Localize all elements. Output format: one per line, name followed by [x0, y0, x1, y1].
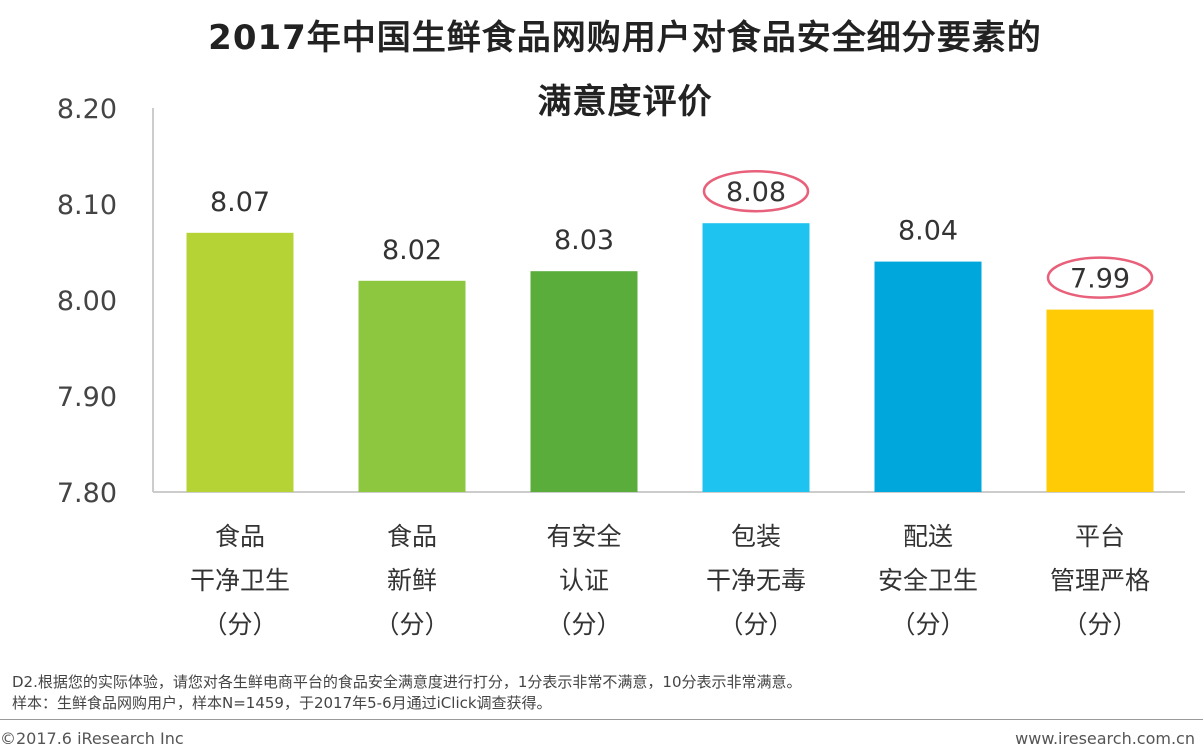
x-category-label: 包装: [731, 522, 781, 551]
y-tick-label: 7.90: [57, 382, 117, 413]
copyright: ©2017.6 iResearch Inc: [0, 729, 184, 748]
footer-divider: [0, 719, 1203, 720]
x-category-label: 配送: [903, 522, 953, 551]
x-category-label: （分）: [546, 610, 621, 639]
bar: [874, 261, 982, 492]
x-category-label: 干净卫生: [190, 566, 290, 595]
x-category-label: 干净无毒: [706, 566, 806, 595]
survey-question-note: D2.根据您的实际体验，请您对各生鲜电商平台的食品安全满意度进行打分，1分表示非…: [12, 673, 802, 691]
x-category-label: 认证: [559, 566, 609, 595]
bar: [1046, 309, 1154, 492]
x-category-label: （分）: [1062, 610, 1137, 639]
sample-note: 样本：生鲜食品网购用户，样本N=1459，于2017年5-6月通过iClick调…: [12, 694, 552, 712]
y-tick-label: 8.20: [57, 94, 117, 125]
x-category-label: 平台: [1075, 522, 1125, 551]
x-category-label: 安全卫生: [878, 566, 978, 595]
data-label: 8.02: [382, 235, 442, 266]
highlight-ring: [1046, 256, 1154, 299]
y-tick-label: 7.80: [57, 478, 117, 509]
y-tick-label: 8.00: [57, 286, 117, 317]
x-category-label: 管理严格: [1050, 566, 1150, 595]
chart-title-line-2: 满意度评价: [537, 82, 713, 122]
x-category-label: 有安全: [546, 522, 621, 551]
bar: [702, 223, 810, 492]
data-label: 8.08: [726, 177, 786, 208]
highlight-ring: [702, 169, 810, 213]
x-category-label: （分）: [890, 610, 965, 639]
y-tick-label: 8.10: [57, 190, 117, 221]
x-category-label: （分）: [374, 610, 449, 639]
bar: [186, 232, 294, 493]
x-category-label: （分）: [718, 610, 793, 639]
data-label: 8.07: [210, 187, 270, 218]
x-category-label: 新鲜: [387, 566, 437, 595]
bar: [530, 271, 638, 492]
x-category-label: （分）: [202, 610, 277, 639]
data-label: 8.04: [898, 216, 958, 247]
chart-title-line-1: 2017年中国生鲜食品网购用户对食品安全细分要素的: [208, 18, 1042, 58]
x-category-label: 食品: [215, 522, 265, 551]
x-category-label: 食品: [387, 522, 437, 551]
website-link[interactable]: www.iresearch.com.cn: [1015, 729, 1195, 748]
bar: [358, 280, 466, 492]
data-label: 8.03: [554, 225, 614, 256]
data-label: 7.99: [1070, 264, 1130, 295]
